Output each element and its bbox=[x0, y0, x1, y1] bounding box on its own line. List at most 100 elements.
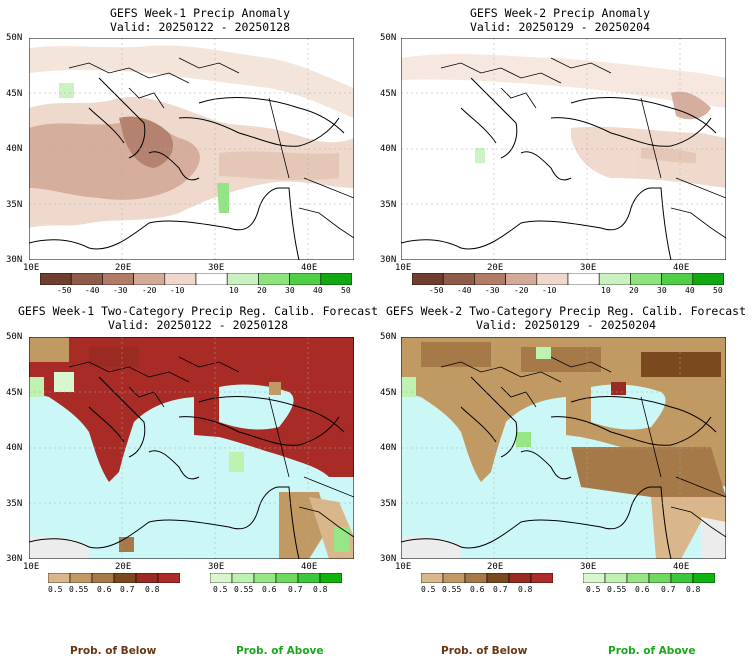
below2-label-050: 0.5 bbox=[421, 585, 436, 594]
below2-label-07: 0.7 bbox=[493, 585, 508, 594]
anom1-label-50: 50 bbox=[341, 286, 351, 295]
anomaly-swatch bbox=[692, 273, 724, 285]
p4-lat-label-35n: 35N bbox=[380, 499, 397, 509]
p2-lat-label-35n: 35N bbox=[380, 200, 397, 210]
panel2-title-line1: GEFS Week-2 Precip Anomaly bbox=[469, 6, 650, 20]
panel2-title: GEFS Week-2 Precip Anomaly Valid: 2025012… bbox=[380, 6, 740, 34]
above-colorbar-week1 bbox=[210, 573, 342, 583]
anomaly-shading bbox=[401, 53, 726, 188]
gridlines bbox=[401, 337, 726, 559]
above-colorbar-week2 bbox=[583, 573, 715, 583]
p2-lat-label-40n: 40N bbox=[380, 144, 397, 154]
anom1-label-10: 10 bbox=[229, 286, 239, 295]
p4-lon-label-40e: 40E bbox=[673, 562, 690, 572]
coastlines bbox=[29, 376, 345, 559]
anomaly-swatch bbox=[102, 273, 134, 285]
gridlines bbox=[29, 38, 354, 260]
p1-lat-label-30n: 30N bbox=[6, 255, 23, 265]
above-swatch bbox=[648, 573, 672, 583]
borders bbox=[68, 356, 354, 538]
anomaly-swatch bbox=[195, 273, 228, 285]
p4-lat-label-40n: 40N bbox=[380, 443, 397, 453]
p2-lon-label-10e: 10E bbox=[395, 263, 412, 273]
gridlines bbox=[401, 38, 726, 260]
anom1-label-m40: -40 bbox=[85, 286, 100, 295]
anom1-label-m10: -10 bbox=[170, 286, 185, 295]
week2-category-map bbox=[401, 337, 726, 559]
p2-lat-label-30n: 30N bbox=[380, 255, 397, 265]
below1-label-050: 0.5 bbox=[48, 585, 63, 594]
p1-lat-label-50n: 50N bbox=[6, 33, 23, 43]
p3-lon-label-20e: 20E bbox=[115, 562, 132, 572]
anom1-label-m50: -50 bbox=[57, 286, 72, 295]
anomaly-swatch bbox=[164, 273, 197, 285]
anomaly-swatch bbox=[536, 273, 569, 285]
anomaly-swatch bbox=[226, 273, 259, 285]
below-swatch bbox=[113, 573, 137, 583]
panel1-title-line1: GEFS Week-1 Precip Anomaly bbox=[109, 6, 290, 20]
anom2-label-20: 20 bbox=[629, 286, 639, 295]
p2-lat-label-45n: 45N bbox=[380, 89, 397, 99]
probability-shading bbox=[401, 337, 726, 559]
panel3-title-line2: Valid: 20250122 - 20250128 bbox=[107, 318, 288, 332]
coastlines bbox=[29, 77, 345, 260]
below-swatch bbox=[464, 573, 488, 583]
week1-category-map bbox=[29, 337, 354, 559]
anom2-label-10: 10 bbox=[601, 286, 611, 295]
above1-label-07: 0.7 bbox=[288, 585, 303, 594]
above1-label-055: 0.55 bbox=[234, 585, 254, 594]
below-colorbar-week1 bbox=[48, 573, 180, 583]
below-swatch bbox=[421, 573, 444, 583]
panel3-title: GEFS Week-1 Two-Category Precip Reg. Cal… bbox=[8, 304, 388, 332]
above2-label-06: 0.6 bbox=[635, 585, 650, 594]
p2-lon-label-40e: 40E bbox=[673, 263, 690, 273]
p4-lon-label-10e: 10E bbox=[395, 562, 412, 572]
panel2-title-line2: Valid: 20250129 - 20250204 bbox=[469, 20, 650, 34]
panel3-title-line1: GEFS Week-1 Two-Category Precip Reg. Cal… bbox=[17, 304, 379, 318]
p2-lon-label-30e: 30E bbox=[580, 263, 597, 273]
below1-label-055: 0.55 bbox=[69, 585, 89, 594]
anomaly-swatch bbox=[258, 273, 290, 285]
anom2-label-m10: -10 bbox=[542, 286, 557, 295]
p3-lon-label-40e: 40E bbox=[301, 562, 318, 572]
p3-lat-label-50n: 50N bbox=[6, 332, 23, 342]
p2-lon-label-20e: 20E bbox=[487, 263, 504, 273]
anomaly-swatch bbox=[661, 273, 694, 285]
anomaly-swatch bbox=[505, 273, 538, 285]
panel4-title: GEFS Week-2 Two-Category Precip Reg. Cal… bbox=[380, 304, 752, 332]
below-swatch bbox=[508, 573, 532, 583]
above2-label-050: 0.5 bbox=[586, 585, 601, 594]
p1-lon-label-20e: 20E bbox=[115, 263, 132, 273]
anomaly-swatch bbox=[320, 273, 352, 285]
p4-lon-label-20e: 20E bbox=[487, 562, 504, 572]
week1-anomaly-map bbox=[29, 38, 354, 260]
prob-above-label-right: Prob. of Above bbox=[608, 645, 696, 657]
anom2-label-m20: -20 bbox=[514, 286, 529, 295]
p4-lon-label-30e: 30E bbox=[580, 562, 597, 572]
above-swatch bbox=[670, 573, 694, 583]
above-swatch bbox=[253, 573, 277, 583]
anomaly-swatch bbox=[412, 273, 444, 285]
above-swatch bbox=[583, 573, 606, 583]
p3-lat-label-45n: 45N bbox=[6, 388, 23, 398]
p4-lat-label-30n: 30N bbox=[380, 554, 397, 564]
below-swatch bbox=[530, 573, 553, 583]
p1-lon-label-30e: 30E bbox=[208, 263, 225, 273]
anomaly-swatch bbox=[40, 273, 72, 285]
below-swatch bbox=[135, 573, 159, 583]
above-swatch bbox=[210, 573, 233, 583]
p3-lat-label-30n: 30N bbox=[6, 554, 23, 564]
anomaly-swatch bbox=[442, 273, 475, 285]
p1-lon-label-10e: 10E bbox=[23, 263, 40, 273]
p3-lon-label-30e: 30E bbox=[208, 562, 225, 572]
anom1-label-30: 30 bbox=[285, 286, 295, 295]
above2-label-07: 0.7 bbox=[661, 585, 676, 594]
coastlines bbox=[401, 376, 717, 559]
panel4-title-line2: Valid: 20250129 - 20250204 bbox=[475, 318, 656, 332]
above1-label-08: 0.8 bbox=[313, 585, 328, 594]
below2-label-06: 0.6 bbox=[470, 585, 485, 594]
above-swatch bbox=[275, 573, 299, 583]
p1-lat-label-40n: 40N bbox=[6, 144, 23, 154]
anom2-label-30: 30 bbox=[657, 286, 667, 295]
anom1-label-m20: -20 bbox=[142, 286, 157, 295]
